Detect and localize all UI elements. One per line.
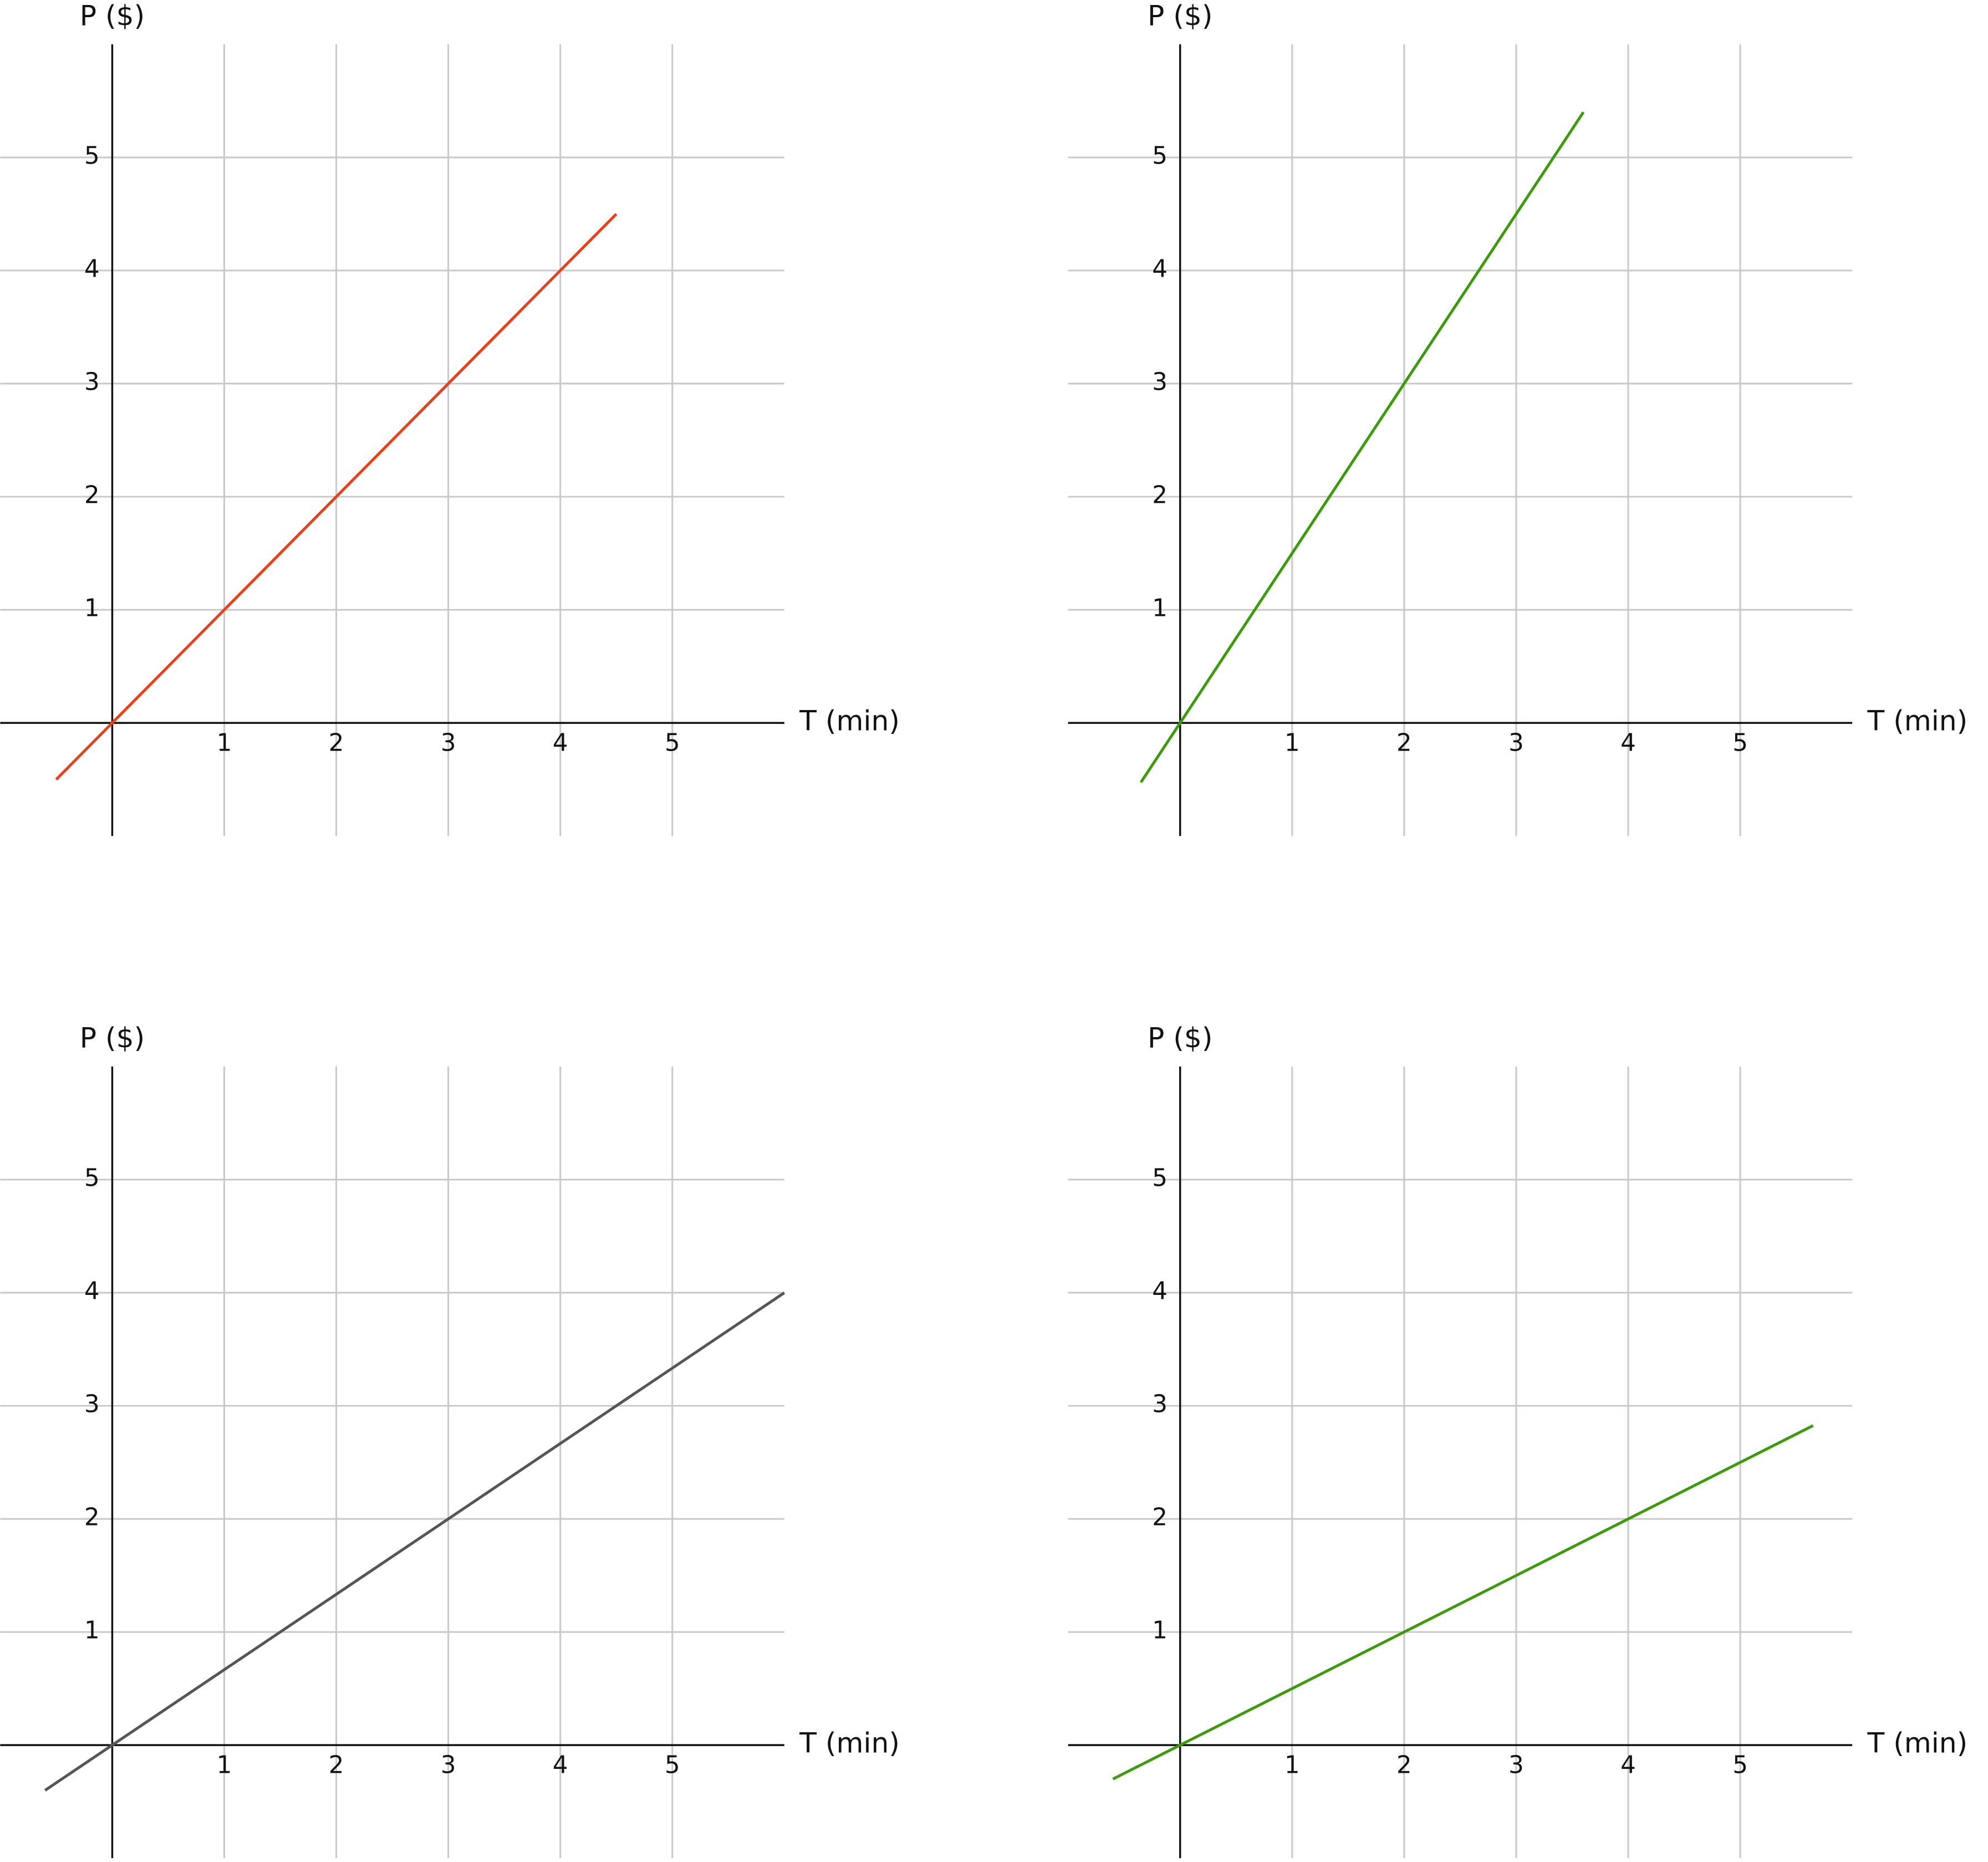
x-tick-label: 5: [665, 729, 680, 757]
x-tick-label: 4: [1620, 1751, 1636, 1779]
y-tick-label: 3: [84, 369, 100, 396]
data-line: [1139, 111, 1585, 783]
x-tick-label: 4: [553, 729, 568, 757]
chart-panel: 1 2 3 4 5 1 2 3 4 5 T (min) P ($): [0, 0, 900, 836]
y-tick-label: 2: [84, 482, 100, 509]
y-tick-label: 4: [84, 256, 100, 283]
y-tick-label: 2: [1152, 482, 1168, 509]
x-axis-label: T (min): [799, 1727, 900, 1759]
y-tick-label: 5: [1152, 1165, 1168, 1192]
y-tick-label: 5: [84, 142, 100, 170]
x-tick-label: 2: [329, 1751, 344, 1779]
x-tick-label: 3: [1508, 729, 1524, 757]
y-tick-label: 4: [1152, 256, 1168, 283]
y-tick-label: 5: [84, 1165, 100, 1192]
y-tick-label: 2: [1152, 1504, 1168, 1532]
chart-panel: 1 2 3 4 5 1 2 3 4 5 T (min) P ($): [1068, 1022, 1968, 1859]
y-tick-label: 3: [1152, 1391, 1168, 1419]
x-tick-label: 2: [1396, 729, 1412, 757]
data-line: [44, 1291, 786, 1792]
x-axis-label: T (min): [799, 705, 900, 737]
x-axis-label: T (min): [1867, 1727, 1968, 1759]
y-axis-label: P ($): [1148, 1022, 1213, 1054]
x-tick-label: 1: [217, 729, 232, 757]
y-tick-label: 3: [1152, 369, 1168, 396]
y-tick-label: 5: [1152, 142, 1168, 170]
y-tick-label: 1: [84, 1617, 100, 1645]
x-tick-label: 3: [441, 729, 456, 757]
x-tick-label: 3: [1508, 1751, 1524, 1779]
x-axis-label: T (min): [1867, 705, 1968, 737]
x-tick-label: 1: [1284, 1751, 1300, 1779]
x-tick-label: 5: [1732, 729, 1748, 757]
chart-panel: 1 2 3 4 5 1 2 3 4 5 T (min) P ($): [0, 1022, 900, 1859]
y-tick-label: 3: [84, 1391, 100, 1419]
y-axis-label: P ($): [1148, 0, 1213, 32]
x-tick-label: 2: [329, 729, 344, 757]
y-axis-label: P ($): [80, 0, 145, 32]
x-tick-label: 1: [1284, 729, 1300, 757]
y-axis-label: P ($): [80, 1022, 145, 1054]
y-tick-label: 2: [84, 1504, 100, 1532]
x-tick-label: 4: [1620, 729, 1636, 757]
data-line: [1112, 1424, 1814, 1781]
chart-panel: 1 2 3 4 5 1 2 3 4 5 T (min) P ($): [1068, 0, 1968, 836]
y-tick-label: 1: [84, 595, 100, 623]
y-tick-label: 4: [1152, 1278, 1168, 1305]
x-tick-label: 2: [1396, 1751, 1412, 1779]
y-tick-label: 1: [1152, 1617, 1168, 1645]
x-tick-label: 4: [553, 1751, 568, 1779]
x-tick-label: 5: [665, 1751, 680, 1779]
data-line: [55, 213, 618, 780]
x-tick-label: 3: [441, 1751, 456, 1779]
y-tick-label: 4: [84, 1278, 100, 1305]
y-tick-label: 1: [1152, 595, 1168, 623]
x-tick-label: 5: [1732, 1751, 1748, 1779]
x-tick-label: 1: [217, 1751, 232, 1779]
